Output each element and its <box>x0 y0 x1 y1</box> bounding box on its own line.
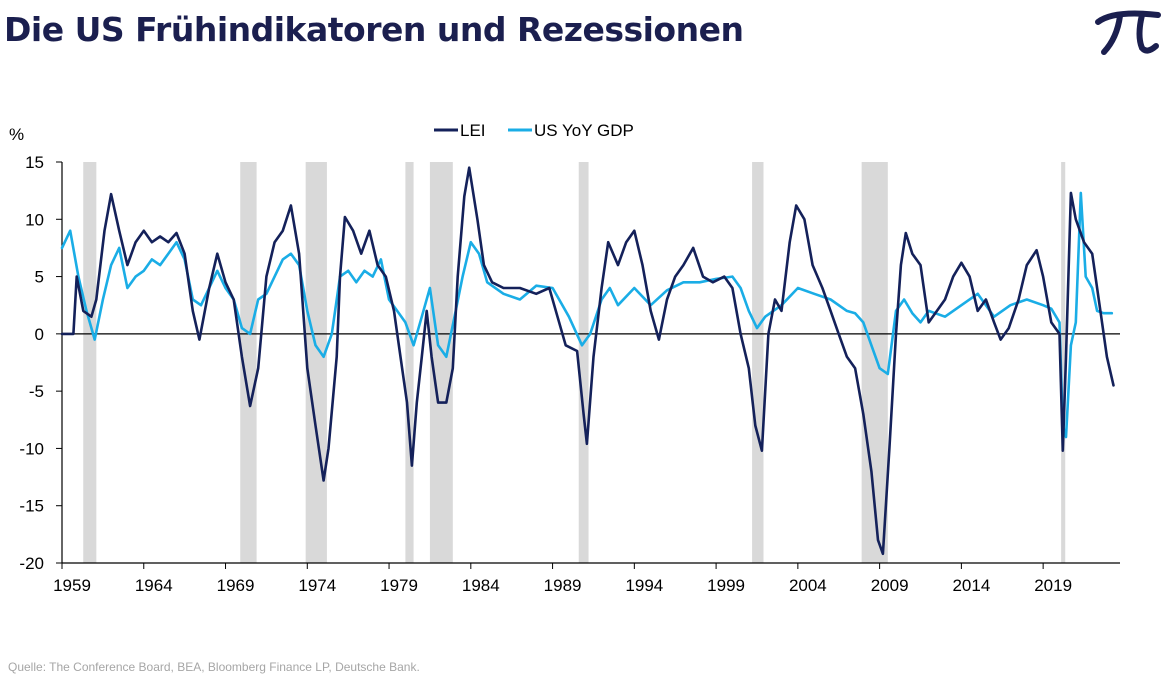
axes: 15 10 5 0 -5 -10 -15 -20 1959 1964 1969 1974 1979 198… <box>19 153 1120 595</box>
x-tick-label: 2004 <box>789 576 827 595</box>
x-tick-label: 1959 <box>53 576 91 595</box>
x-tick-label: 2009 <box>871 576 909 595</box>
source-note: Quelle: The Conference Board, BEA, Bloom… <box>8 660 420 674</box>
y-tick-label: -5 <box>29 382 44 401</box>
recession-band-8 <box>1061 162 1066 563</box>
x-tick-label: 1979 <box>380 576 418 595</box>
lei-gdp-line-chart: 15 10 5 0 -5 -10 -15 -20 1959 1964 1969 1974 1979 198… <box>9 121 1120 595</box>
x-tick-label: 2019 <box>1034 576 1072 595</box>
x-tick-label: 1994 <box>625 576 663 595</box>
y-tick-label: -10 <box>19 439 44 458</box>
series-lines <box>60 166 1115 556</box>
series-line-lei <box>60 166 1115 556</box>
brand-logo <box>1095 10 1161 55</box>
y-tick-label: 5 <box>35 268 44 287</box>
x-tick-label: 1974 <box>298 576 336 595</box>
x-tick-label: 1964 <box>135 576 173 595</box>
x-tick-label: 1969 <box>217 576 255 595</box>
x-tick-label: 1984 <box>462 576 500 595</box>
page-title: Die US Frühindikatoren und Rezessionen <box>4 10 744 49</box>
recession-band-0 <box>83 162 97 563</box>
recession-band-2 <box>305 162 327 563</box>
recession-shading <box>83 162 1066 563</box>
y-tick-label: 15 <box>25 153 44 172</box>
y-tick-label: 10 <box>25 210 44 229</box>
y-axis-unit-label: % <box>9 125 24 144</box>
recession-band-1 <box>240 162 257 563</box>
y-tick-label: -20 <box>19 554 44 573</box>
legend-label: US YoY GDP <box>534 121 634 140</box>
recession-band-3 <box>405 162 414 563</box>
x-tick-label: 1999 <box>707 576 745 595</box>
legend: LEI US YoY GDP <box>434 121 634 140</box>
x-tick-label: 1989 <box>544 576 582 595</box>
recession-band-5 <box>578 162 589 563</box>
legend-label: LEI <box>460 121 486 140</box>
y-tick-label: 0 <box>35 325 44 344</box>
x-tick-label: 2014 <box>952 576 990 595</box>
recession-band-4 <box>429 162 453 563</box>
y-tick-label: -15 <box>19 497 44 516</box>
recession-band-6 <box>752 162 764 563</box>
